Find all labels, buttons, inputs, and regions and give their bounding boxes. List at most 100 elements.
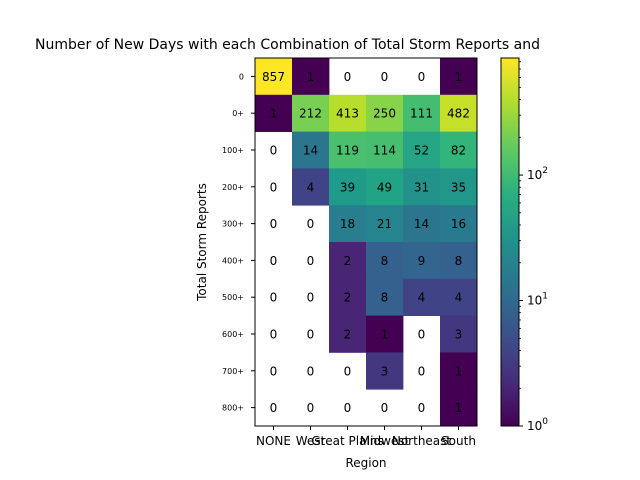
heatmap-cell (440, 58, 478, 96)
cell-value-label: 8 (381, 254, 389, 268)
colorbar-tick-label: 100 (527, 417, 548, 433)
y-tick-label: 200+ (222, 183, 244, 192)
heatmap-cell (440, 352, 478, 390)
cell-value-label: 0 (344, 364, 352, 378)
cell-value-label: 82 (451, 144, 466, 158)
plot-frame (254, 57, 478, 427)
cell-value-label: 0 (270, 254, 278, 268)
cell-value-label: 0 (344, 70, 352, 84)
cell-value-label: 1 (307, 70, 315, 84)
heatmap-cell (329, 278, 367, 316)
y-tick-label: 400+ (222, 256, 244, 265)
heatmap-cell (403, 94, 441, 132)
cell-value-label: 2 (344, 291, 352, 305)
y-tick-label: 600+ (222, 330, 244, 339)
cell-value-label: 1 (455, 70, 463, 84)
y-tick-label: 700+ (222, 367, 244, 376)
cell-value-label: 0 (418, 70, 426, 84)
x-tick-label: Midwest (360, 434, 410, 448)
heatmap-cell (329, 168, 367, 206)
cell-value-label: 4 (418, 291, 426, 305)
heatmap-cell (366, 168, 404, 206)
cell-value-label: 14 (414, 217, 429, 231)
cell-value-label: 250 (373, 107, 396, 121)
heatmap-cell (366, 242, 404, 280)
heatmap-cell (403, 278, 441, 316)
y-tick-label: 100+ (222, 146, 244, 155)
cell-value-label: 0 (307, 291, 315, 305)
cell-value-label: 0 (381, 70, 389, 84)
heatmap-cell (403, 205, 441, 243)
x-tick-label: West (296, 434, 326, 448)
heatmap-cell (366, 315, 404, 353)
cell-value-label: 0 (344, 401, 352, 415)
heatmap-cell (440, 278, 478, 316)
y-axis: 0 0+ 100+ 200+ 300+ 400+ 500+ 600+ 700+ 800+ (222, 72, 255, 413)
colorbar-gradient (500, 57, 520, 427)
y-tick-label: 0+ (232, 109, 244, 118)
heatmap-cell (292, 58, 330, 96)
cell-value-label: 2 (344, 328, 352, 342)
heatmap-cell (440, 242, 478, 280)
cell-value-label: 4 (455, 291, 463, 305)
cell-value-label: 18 (340, 217, 355, 231)
heatmap-cells (255, 58, 478, 427)
cell-value-label: 111 (410, 107, 433, 121)
cell-value-label: 0 (307, 328, 315, 342)
cell-value-label: 0 (270, 180, 278, 194)
cell-value-label: 413 (336, 107, 359, 121)
heatmap-cell (292, 94, 330, 132)
cell-value-label: 31 (414, 180, 429, 194)
x-tick-label: South (441, 434, 476, 448)
cell-value-label: 0 (270, 144, 278, 158)
cell-value-label: 8 (455, 254, 463, 268)
cell-value-label: 1 (455, 401, 463, 415)
cell-value-label: 0 (270, 401, 278, 415)
y-tick-label: 500+ (222, 293, 244, 302)
heatmap-cell (440, 389, 478, 427)
cell-value-label: 21 (377, 217, 392, 231)
heatmap-cell (403, 168, 441, 206)
y-tick-label: 300+ (222, 220, 244, 229)
heatmap-cell (366, 94, 404, 132)
cell-value-label: 0 (418, 328, 426, 342)
heatmap-cell (329, 131, 367, 169)
heatmap-cell (329, 315, 367, 353)
colorbar: 100 101 102 (500, 57, 548, 433)
x-tick-label: NONE (256, 434, 291, 448)
cell-value-label: 0 (270, 328, 278, 342)
colorbar-tick-label: 102 (527, 166, 548, 182)
cell-value-label: 119 (336, 144, 359, 158)
cell-value-label: 3 (455, 328, 463, 342)
heatmap-cell (255, 94, 293, 132)
heatmap-cell (440, 205, 478, 243)
heatmap-cell (440, 315, 478, 353)
cell-value-label: 8 (381, 291, 389, 305)
cell-value-label: 1 (455, 364, 463, 378)
cell-value-label: 39 (340, 180, 355, 194)
heatmap-cell (403, 131, 441, 169)
cell-value-label: 2 (344, 254, 352, 268)
cell-value-label: 3 (381, 364, 389, 378)
cell-value-label: 0 (307, 254, 315, 268)
heatmap-cell (403, 242, 441, 280)
x-tick-label: Northeast (392, 434, 452, 448)
cell-value-label: 4 (307, 180, 315, 194)
cell-value-label: 49 (377, 180, 392, 194)
cell-value-label: 114 (373, 144, 396, 158)
y-tick-label: 800+ (222, 404, 244, 413)
heatmap-cell (440, 168, 478, 206)
cell-value-label: 0 (418, 401, 426, 415)
y-tick-label: 0 (239, 72, 244, 81)
cell-value-label: 0 (381, 401, 389, 415)
heatmap-cell (292, 168, 330, 206)
heatmap-cell (366, 278, 404, 316)
x-tick-label: Great Plains (311, 434, 383, 448)
cell-value-label: 0 (307, 217, 315, 231)
cell-value-label: 1 (381, 328, 389, 342)
cell-value-label: 482 (447, 107, 470, 121)
cell-value-label: 0 (270, 364, 278, 378)
chart-title: Number of New Days with each Combination… (35, 37, 540, 53)
